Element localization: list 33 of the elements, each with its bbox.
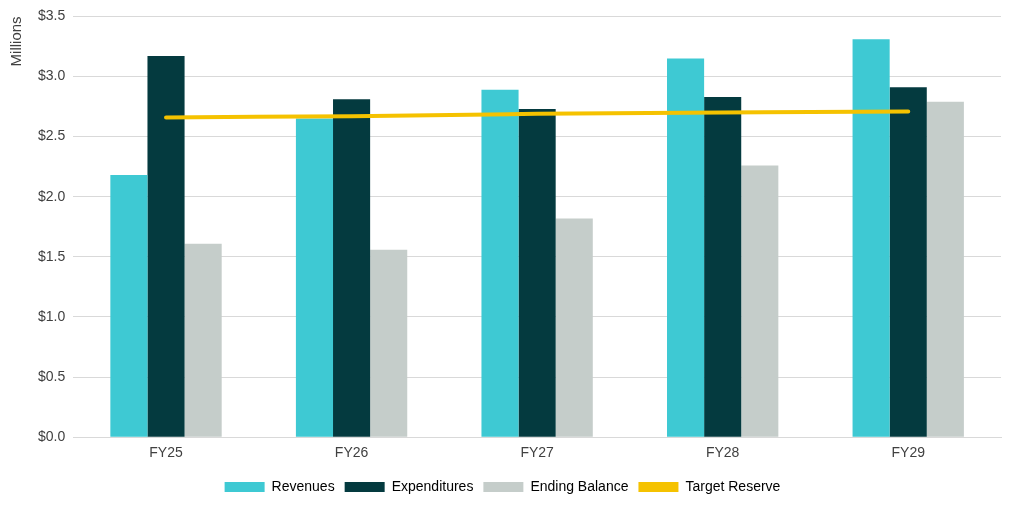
bar [704, 96, 742, 437]
bar [184, 243, 222, 437]
bar [333, 99, 371, 437]
bar [147, 56, 185, 437]
y-tick-label: $3.0 [38, 67, 66, 84]
y-tick-label: $1.5 [38, 247, 66, 264]
x-tick-label: FY27 [520, 444, 555, 461]
legend-label: Revenues [271, 477, 335, 494]
bar [555, 218, 593, 437]
bar [110, 175, 148, 437]
y-tick-label: $2.0 [38, 187, 66, 204]
bar [889, 87, 927, 437]
bar [295, 118, 334, 437]
x-tick-label: FY28 [705, 444, 740, 461]
y-tick-label: $0.0 [38, 428, 66, 445]
bar [852, 39, 890, 437]
y-tick-label: $0.5 [38, 367, 66, 384]
y-axis-title: Millions [7, 16, 25, 67]
x-tick-label: FY26 [334, 444, 369, 461]
y-tick-label: $1.0 [38, 307, 66, 324]
bar [481, 89, 519, 437]
x-tick-label: FY25 [149, 444, 183, 461]
bar [926, 101, 964, 437]
legend-label: Expenditures [391, 477, 474, 494]
bar [741, 165, 779, 437]
bar [667, 58, 705, 437]
bar [518, 108, 556, 437]
legend-label: Target Reserve [685, 477, 781, 494]
legend-label: Ending Balance [530, 477, 629, 494]
x-tick-label: FY29 [891, 444, 926, 461]
bar [370, 249, 408, 437]
y-tick-label: $2.5 [38, 127, 66, 144]
y-tick-label: $3.5 [38, 7, 66, 24]
